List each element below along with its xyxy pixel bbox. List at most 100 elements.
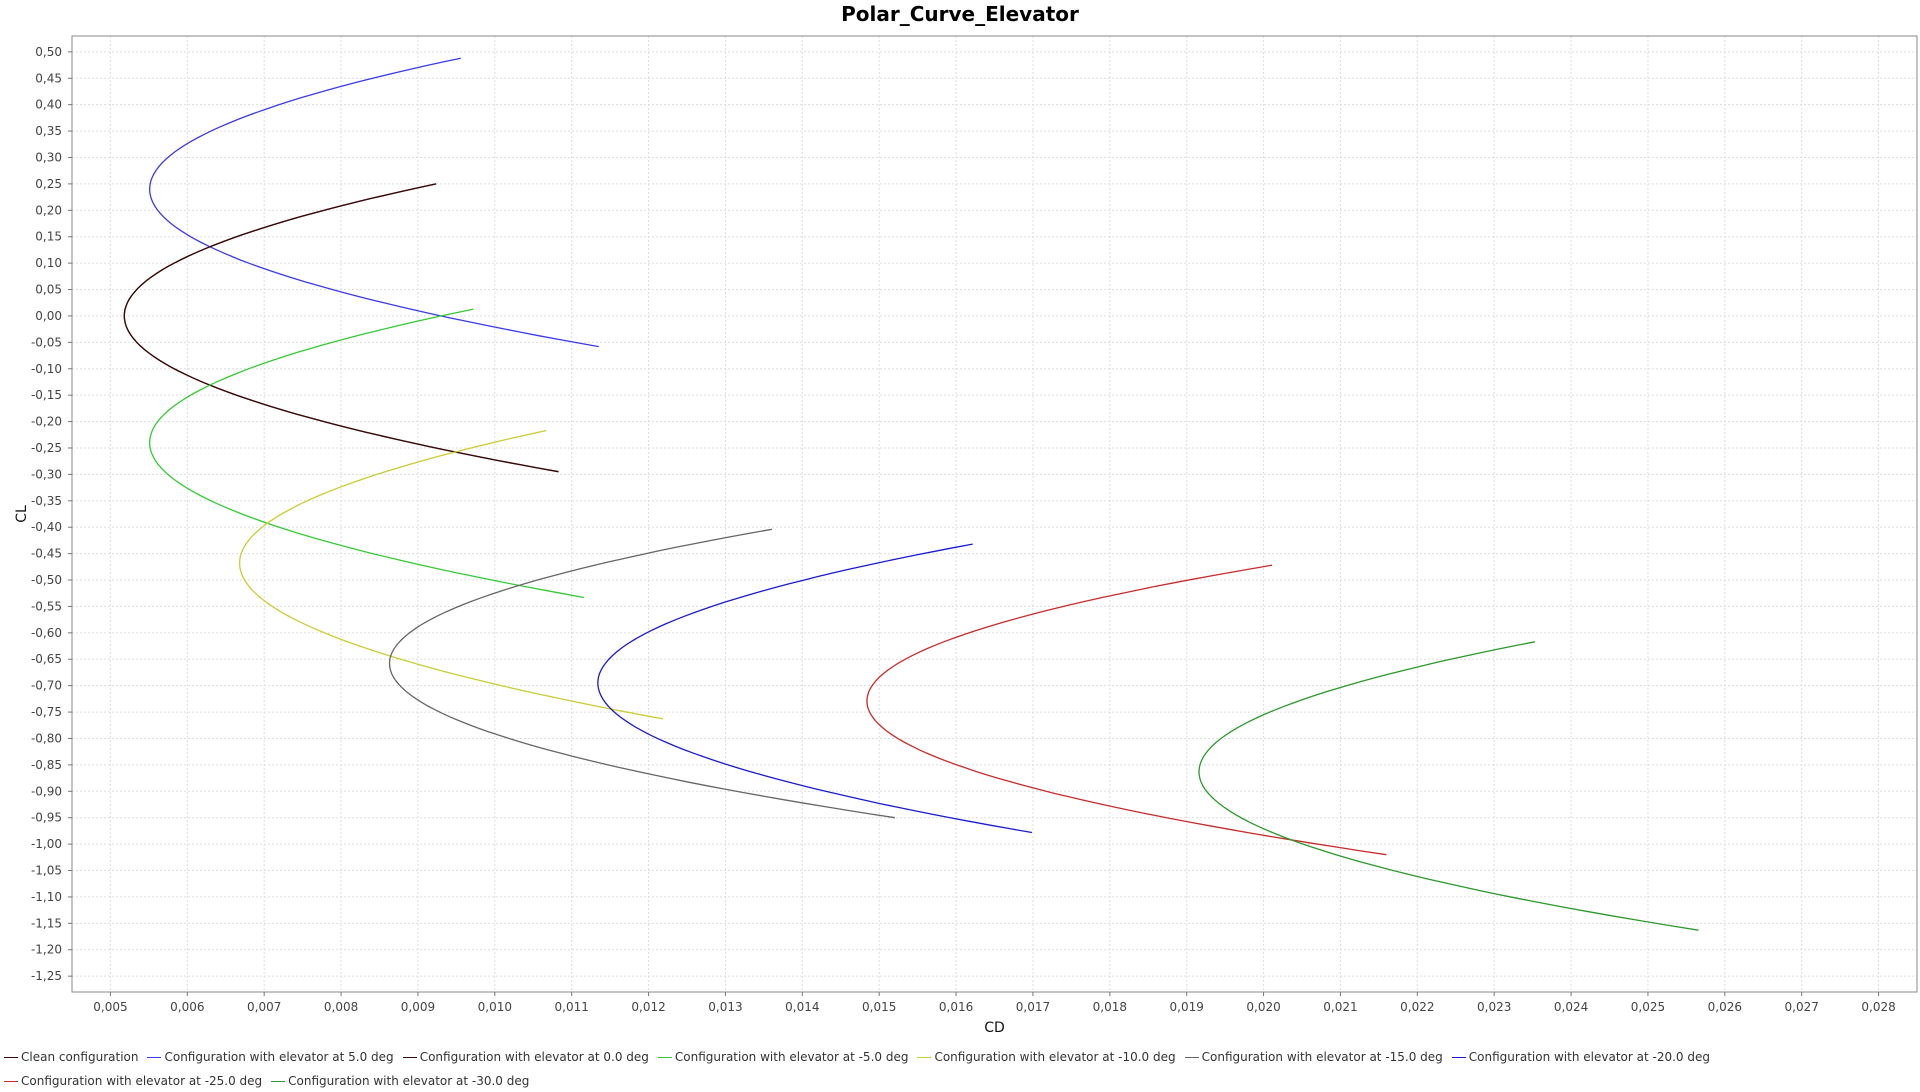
legend-swatch	[657, 1057, 672, 1058]
y-tick-label: 0,30	[35, 150, 62, 164]
legend-label: Configuration with elevator at -5.0 deg	[674, 1050, 909, 1064]
y-tick-label: -1,25	[31, 969, 62, 983]
x-tick-label: 0,011	[555, 1000, 589, 1014]
legend-item: Configuration with elevator at -20.0 deg	[1451, 1047, 1710, 1068]
x-tick-label: 0,023	[1477, 1000, 1511, 1014]
y-tick-label: -0,75	[31, 705, 62, 719]
x-tick-label: 0,016	[939, 1000, 973, 1014]
y-tick-label: 0,05	[35, 283, 62, 297]
y-tick-label: -1,00	[31, 837, 62, 851]
y-tick-label: -0,15	[31, 388, 62, 402]
x-tick-label: 0,027	[1785, 1000, 1819, 1014]
legend-label: Clean configuration	[21, 1050, 139, 1064]
y-tick-label: -1,20	[31, 943, 62, 957]
legend-swatch	[402, 1057, 417, 1058]
y-tick-label: -0,35	[31, 494, 62, 508]
legend: Clean configuration Configuration with el…	[4, 1044, 1904, 1092]
legend-swatch	[271, 1081, 286, 1082]
legend-label: Configuration with elevator at -10.0 deg	[934, 1050, 1176, 1064]
legend-item: Configuration with elevator at 0.0 deg	[402, 1047, 649, 1068]
x-tick-label: 0,006	[170, 1000, 204, 1014]
x-tick-label: 0,028	[1861, 1000, 1895, 1014]
y-tick-label: -0,30	[31, 467, 62, 481]
series-line-3	[148, 308, 585, 599]
legend-swatch	[917, 1057, 932, 1058]
legend-item: Configuration with elevator at 5.0 deg	[147, 1047, 394, 1068]
y-axis: 0,50 0,45 0,40 0,35 0,30 0,25 0,20 0,15 0,10 0,05…	[31, 45, 72, 983]
legend-swatch	[4, 1057, 18, 1058]
legend-item: Configuration with elevator at -30.0 deg	[271, 1071, 529, 1092]
y-tick-label: 0,00	[35, 309, 62, 323]
legend-item: Configuration with elevator at -25.0 deg	[4, 1071, 262, 1092]
y-tick-label: -0,55	[31, 599, 62, 613]
x-tick-label: 0,020	[1246, 1000, 1280, 1014]
x-tick-label: 0,022	[1400, 1000, 1434, 1014]
x-tick-label: 0,007	[247, 1000, 281, 1014]
legend-label: Configuration with elevator at -15.0 deg	[1201, 1050, 1443, 1064]
legend-swatch	[1451, 1057, 1466, 1058]
series-line-6	[597, 543, 1033, 834]
y-tick-label: -0,05	[31, 335, 62, 349]
x-tick-label: 0,017	[1016, 1000, 1050, 1014]
y-tick-label: -0,70	[31, 679, 62, 693]
x-tick-label: 0,015	[862, 1000, 896, 1014]
y-tick-label: -0,80	[31, 731, 62, 745]
legend-item: Configuration with elevator at -5.0 deg	[657, 1047, 909, 1068]
x-tick-label: 0,026	[1708, 1000, 1742, 1014]
y-tick-label: -0,90	[31, 784, 62, 798]
legend-label: Configuration with elevator at 5.0 deg	[164, 1050, 394, 1064]
legend-swatch	[147, 1057, 162, 1058]
x-tick-label: 0,008	[324, 1000, 358, 1014]
y-tick-label: -0,95	[31, 811, 62, 825]
x-axis: 0,005 0,006 0,007 0,008 0,009 0,010 0,011 0,012…	[93, 992, 1896, 1014]
y-tick-label: -0,20	[31, 415, 62, 429]
x-tick-label: 0,019	[1170, 1000, 1204, 1014]
y-tick-label: -1,15	[31, 916, 62, 930]
legend-label: Configuration with elevator at -25.0 deg	[21, 1074, 263, 1088]
x-tick-label: 0,018	[1093, 1000, 1127, 1014]
plot-area	[71, 35, 1918, 993]
legend-swatch	[1184, 1057, 1199, 1058]
y-tick-label: 0,10	[35, 256, 62, 270]
series-line-7	[866, 564, 1387, 856]
y-tick-label: -0,40	[31, 520, 62, 534]
series-line-2	[123, 183, 559, 473]
y-axis-label: CL	[14, 505, 30, 523]
chart-title: Polar_Curve_Elevator	[841, 2, 1079, 26]
series-line-5	[388, 528, 895, 819]
y-tick-label: -0,60	[31, 626, 62, 640]
y-tick-label: -0,25	[31, 441, 62, 455]
x-tick-label: 0,005	[93, 1000, 127, 1014]
legend-label: Configuration with elevator at 0.0 deg	[419, 1050, 649, 1064]
series-line-8	[1198, 641, 1699, 931]
y-tick-label: 0,35	[35, 124, 62, 138]
y-tick-label: -0,50	[31, 573, 62, 587]
x-tick-label: 0,009	[401, 1000, 435, 1014]
x-tick-label: 0,025	[1631, 1000, 1665, 1014]
x-tick-label: 0,012	[631, 1000, 665, 1014]
y-tick-label: 0,40	[35, 98, 62, 112]
y-tick-label: 0,20	[35, 203, 62, 217]
x-tick-label: 0,010	[478, 1000, 512, 1014]
series-line-1	[149, 57, 599, 348]
legend-swatch	[4, 1081, 18, 1082]
y-tick-label: -0,10	[31, 362, 62, 376]
y-tick-label: 0,15	[35, 230, 62, 244]
y-tick-label: -0,45	[31, 547, 62, 561]
y-tick-label: 0,50	[35, 45, 62, 59]
legend-item: Configuration with elevator at -10.0 deg	[917, 1047, 1176, 1068]
series-lines	[123, 57, 1699, 931]
legend-label: Configuration with elevator at -30.0 deg	[288, 1074, 530, 1088]
y-tick-label: -1,10	[31, 890, 62, 904]
series-line-4	[238, 429, 664, 720]
y-tick-label: -0,65	[31, 652, 62, 666]
chart-canvas: 0,50 0,45 0,40 0,35 0,30 0,25 0,20 0,15 0,10 0,05…	[14, 35, 1918, 1036]
y-tick-label: 0,45	[35, 71, 62, 85]
x-tick-label: 0,014	[785, 1000, 819, 1014]
legend-item: Clean configuration	[4, 1047, 138, 1068]
x-tick-label: 0,021	[1323, 1000, 1357, 1014]
grid	[72, 36, 1917, 992]
y-tick-label: -0,85	[31, 758, 62, 772]
y-tick-label: -1,05	[31, 864, 62, 878]
x-tick-label: 0,024	[1554, 1000, 1588, 1014]
